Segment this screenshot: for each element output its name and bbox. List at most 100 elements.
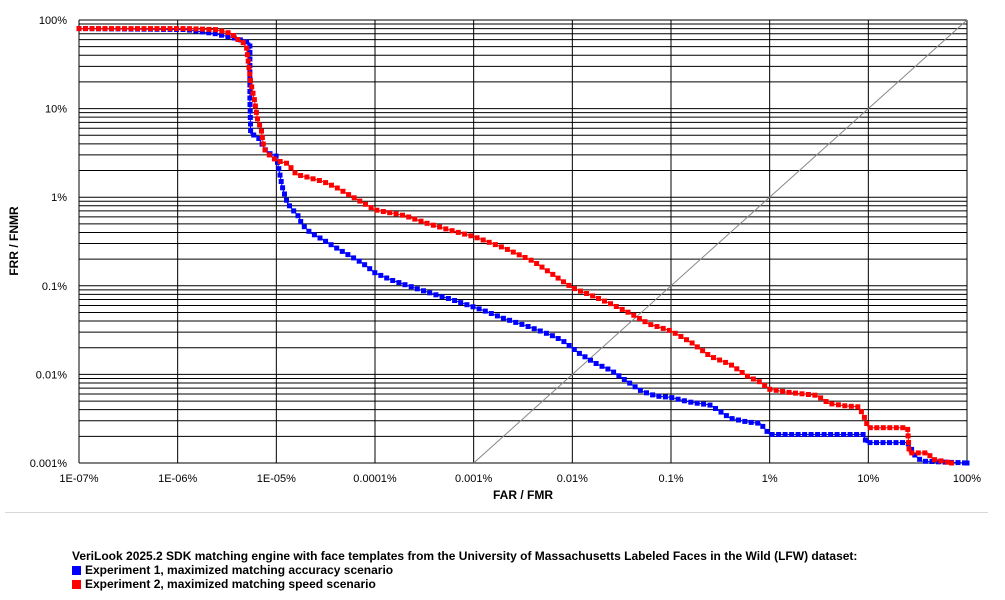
data-point <box>576 350 582 356</box>
data-point <box>789 432 795 437</box>
x-tick-label: 0.001% <box>455 473 493 485</box>
data-point <box>334 245 340 251</box>
data-point <box>821 432 827 437</box>
data-point <box>915 450 921 456</box>
data-point <box>292 170 298 176</box>
data-point <box>689 340 695 346</box>
y-tick-label: 0.1% <box>42 281 67 293</box>
data-point <box>480 237 486 243</box>
data-point <box>795 432 801 437</box>
data-point <box>374 207 380 213</box>
data-point <box>406 214 412 220</box>
data-point <box>912 452 918 458</box>
data-point <box>418 218 424 224</box>
data-point <box>700 348 706 354</box>
data-point <box>660 325 666 331</box>
data-point <box>616 373 622 379</box>
data-point <box>253 109 259 115</box>
data-point <box>266 152 272 158</box>
data-point <box>288 165 294 171</box>
data-point <box>867 425 873 431</box>
data-point <box>805 392 811 397</box>
data-point <box>550 271 556 277</box>
data-point <box>310 176 316 182</box>
data-point <box>412 216 418 222</box>
data-point <box>723 359 729 365</box>
data-point <box>713 406 718 411</box>
data-point <box>818 395 824 401</box>
x-tick-label: 1% <box>762 473 778 485</box>
data-point <box>247 43 253 49</box>
data-point <box>248 128 254 133</box>
data-point <box>402 282 408 288</box>
data-point <box>900 440 905 446</box>
data-point <box>906 446 912 452</box>
data-point <box>922 450 928 456</box>
data-point <box>539 264 545 270</box>
x-axis-title: FAR / FMR <box>493 488 553 502</box>
data-point <box>257 122 263 128</box>
data-point <box>212 31 218 37</box>
data-point <box>276 166 282 172</box>
data-point <box>874 425 880 431</box>
data-point <box>582 354 588 360</box>
data-point <box>588 357 593 363</box>
legend-swatch-experiment-2 <box>72 579 81 589</box>
data-point <box>328 242 334 248</box>
data-point <box>847 432 853 437</box>
data-point <box>225 30 231 36</box>
data-point <box>561 339 567 345</box>
data-point <box>141 26 147 32</box>
data-point <box>271 156 277 162</box>
legend-label-experiment-2: Experiment 2, maximized matching speed s… <box>85 577 376 591</box>
data-point <box>887 440 892 446</box>
data-point <box>855 404 861 410</box>
data-point <box>256 136 262 141</box>
data-point <box>464 302 470 308</box>
data-point <box>284 197 289 203</box>
data-point <box>251 132 257 138</box>
data-point <box>213 27 218 33</box>
data-point <box>486 239 492 245</box>
data-point <box>277 159 283 164</box>
data-point <box>734 366 740 372</box>
y-tick-label: 100% <box>39 15 67 27</box>
data-point <box>648 322 654 328</box>
data-point <box>248 121 253 127</box>
data-point <box>262 147 268 153</box>
data-point <box>246 65 252 71</box>
data-point <box>534 261 540 266</box>
data-point <box>280 185 286 191</box>
data-point <box>219 28 225 34</box>
data-point <box>148 26 153 32</box>
data-point <box>522 255 528 260</box>
data-point <box>167 26 173 32</box>
data-point <box>437 224 443 230</box>
y-tick-label: 1% <box>51 192 67 204</box>
data-point <box>334 185 340 191</box>
data-point <box>247 115 253 120</box>
data-point <box>555 336 561 341</box>
data-point <box>83 26 88 32</box>
data-point <box>678 334 684 339</box>
data-point <box>905 433 911 439</box>
data-point <box>756 379 762 385</box>
legend-swatch-experiment-1 <box>72 565 81 575</box>
data-point <box>494 313 500 319</box>
data-point <box>498 244 504 250</box>
data-point <box>492 242 498 248</box>
data-point <box>605 366 611 372</box>
data-point <box>561 279 566 285</box>
legend-item-experiment-2: Experiment 2, maximized matching speed s… <box>72 577 857 591</box>
data-point <box>572 286 577 292</box>
data-point <box>729 416 735 422</box>
data-point <box>470 304 476 310</box>
data-point <box>841 432 847 437</box>
data-point <box>306 228 312 234</box>
data-point <box>372 270 378 276</box>
data-point <box>247 102 253 107</box>
data-point <box>449 228 455 234</box>
data-point <box>681 398 687 404</box>
data-point <box>247 108 253 114</box>
